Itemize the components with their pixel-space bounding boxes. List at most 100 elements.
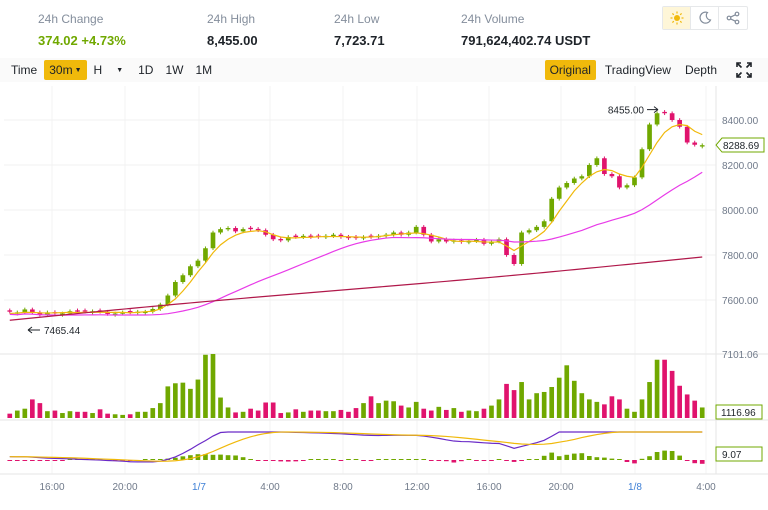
volume-bar (564, 365, 570, 418)
macd-histogram-bar (466, 459, 472, 460)
macd-histogram-bar (60, 460, 65, 461)
stat-label: 24h Change (38, 12, 104, 26)
ma99-line (9, 256, 703, 321)
macd-histogram-bar (489, 460, 494, 461)
volume-bar (142, 411, 148, 418)
dark-theme-button[interactable] (691, 7, 719, 29)
time-axis-tick: 20:00 (548, 482, 573, 493)
volume-bar (594, 401, 600, 418)
macd-histogram-bar (526, 459, 532, 460)
candle-body (150, 309, 156, 312)
macd-histogram-bar (496, 459, 502, 460)
candle-body (270, 234, 276, 240)
share-button[interactable] (719, 7, 747, 29)
volume-bar (308, 410, 314, 418)
candle-body (195, 260, 201, 267)
macd-dif-line (9, 431, 703, 463)
interval-30m-button[interactable]: 30m ▼ (44, 60, 87, 80)
volume-bar (60, 413, 65, 418)
light-theme-button[interactable] (663, 7, 691, 29)
volume-bar (82, 411, 88, 418)
volume-bar (323, 411, 329, 418)
stat-24h-volume: 24h Volume 791,624,402.74 USDT (461, 11, 590, 49)
volume-bar (188, 388, 193, 418)
price-axis-tick: 7800.00 (722, 251, 759, 262)
candle-body (624, 185, 630, 188)
volume-value-tag (715, 404, 763, 420)
view-original-button[interactable]: Original (544, 60, 596, 80)
macd-histogram-bar (346, 459, 351, 460)
volume-bar (587, 399, 592, 418)
volume-bar (421, 408, 427, 418)
volume-bar (353, 408, 359, 418)
macd-histogram-bar (316, 459, 321, 460)
volume-bar (180, 382, 186, 418)
macd-histogram-bar (406, 459, 412, 460)
volume-bar (474, 411, 479, 418)
macd-histogram-bar (669, 451, 675, 460)
volume-bar (7, 413, 13, 418)
view-tradingview-button[interactable]: TradingView (604, 63, 671, 77)
macd-histogram-bar (353, 459, 359, 460)
volume-bar (14, 410, 20, 418)
volume-bar (97, 409, 103, 418)
macd-histogram-bar (7, 460, 13, 461)
volume-bar (218, 397, 223, 418)
candle-body (684, 126, 690, 143)
volume-bar (684, 394, 690, 418)
candle-body (564, 183, 570, 188)
candle-body (647, 124, 652, 150)
high-price-label: 8455.00 (608, 106, 645, 117)
macd-histogram-bar (564, 454, 570, 460)
low-marker-arrow (27, 326, 33, 334)
macd-histogram-bar (541, 455, 547, 460)
candle-body (120, 312, 125, 314)
candle-body (609, 174, 615, 177)
time-button[interactable]: Time (11, 63, 38, 77)
chart-toolbar: Time 30m ▼ H ▼ 1D 1W 1M Original TradingVi… (0, 58, 768, 82)
candle-body (22, 309, 28, 313)
view-depth-button[interactable]: Depth (684, 63, 717, 77)
volume-bar (699, 407, 705, 418)
candle-body (7, 310, 13, 312)
volume-bar (428, 410, 434, 418)
market-stats-bar: 24h Change 374.02 +4.73% 24h High 8,455.… (0, 0, 768, 56)
volume-bar (413, 401, 419, 418)
volume-bar (150, 408, 156, 418)
interval-1w-button[interactable]: 1W (165, 63, 184, 77)
volume-bar (263, 402, 269, 418)
view-selector: Original TradingView Depth (543, 60, 724, 80)
macd-histogram-bar (639, 458, 645, 460)
candle-body (587, 165, 592, 177)
candle-body (526, 230, 532, 233)
volume-bar (52, 410, 58, 418)
interval-1d-button[interactable]: 1D (138, 63, 154, 77)
change-percent: +4.73% (81, 33, 126, 48)
volume-bar (368, 396, 374, 418)
candle-body (579, 176, 585, 179)
price-chart-area[interactable]: 8455.00 7465.44 8400.00 8200.00 8000.00 7800.… (0, 86, 768, 510)
macd-histogram-bar (203, 454, 208, 460)
interval-h-dropdown[interactable]: H ▼ (89, 60, 132, 80)
volume-bar (300, 411, 306, 418)
macd-histogram-bar (22, 460, 28, 461)
macd-histogram-bar (398, 459, 404, 460)
volume-bar (624, 408, 630, 418)
macd-histogram-bar (323, 459, 329, 460)
fullscreen-icon[interactable] (736, 62, 752, 78)
volume-bar (692, 400, 698, 418)
time-axis-tick: 1/7 (192, 482, 206, 493)
candlestick-chart[interactable]: 8455.00 7465.44 8400.00 8200.00 8000.00 7800.… (0, 86, 768, 510)
macd-histogram-bar (218, 454, 223, 460)
interval-1m-button[interactable]: 1M (195, 63, 213, 77)
candle-body (165, 295, 171, 305)
candle-body (233, 228, 238, 232)
macd-histogram-bar (293, 460, 299, 462)
theme-share-controls (662, 6, 748, 30)
interval-label: 30m (49, 63, 73, 77)
volume-bar (120, 414, 125, 418)
time-axis-tick: 4:00 (696, 482, 716, 493)
macd-histogram-bar (481, 460, 487, 461)
macd-histogram-bar (534, 459, 539, 460)
macd-histogram-bar (692, 460, 698, 464)
